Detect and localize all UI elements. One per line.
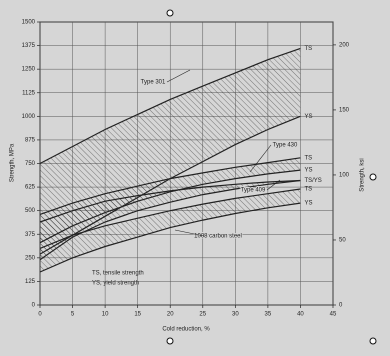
y-tick-label: 125: [25, 279, 36, 285]
y-tick-label: 1000: [22, 114, 36, 120]
x-tick-label: 45: [330, 312, 337, 318]
series-label: Type 430: [273, 143, 298, 149]
label-leader: [174, 229, 205, 237]
band-hatch: [40, 157, 301, 243]
ts-line: [39, 157, 301, 215]
end-label: TS: [304, 187, 312, 193]
x-tick-label: 40: [297, 312, 304, 318]
x-tick-label: 25: [199, 312, 206, 318]
y-tick-label: 375: [25, 232, 36, 238]
y-tick-label: 500: [25, 208, 36, 214]
series-label: Type 409: [241, 188, 266, 194]
x-tick-label: 35: [265, 312, 272, 318]
ts-line: [39, 179, 301, 223]
y-tick-label: 875: [25, 137, 36, 143]
selection-handles: [166, 9, 377, 345]
x-tick-label: 30: [232, 312, 239, 318]
y-tick-label: 625: [25, 185, 36, 191]
y2-tick-label: 100: [339, 173, 350, 179]
x-axis-title: Cold reduction, %: [162, 327, 210, 333]
y-axis-title: Strength, MPa: [10, 143, 16, 182]
y-tick-label: 0: [32, 303, 36, 309]
x-tick-label: 10: [102, 312, 109, 318]
x-tick-label: 15: [134, 312, 141, 318]
plot: 0125250375500625750875100011251250137515…: [22, 20, 350, 318]
x-tick-label: 5: [71, 312, 75, 318]
end-label: TS: [304, 155, 312, 161]
y2-axis-title: Strength, ksi: [360, 158, 366, 191]
label-leader: [266, 179, 281, 191]
end-label: TS/YS: [304, 178, 321, 184]
y2-tick-label: 50: [339, 238, 346, 244]
y2-tick-label: 200: [339, 42, 350, 48]
y2-tick-label: 0: [339, 303, 343, 309]
end-label: TS: [304, 46, 312, 52]
y2-tick-label: 150: [339, 107, 350, 113]
ts-line: [39, 188, 301, 249]
y-tick-label: 750: [25, 161, 36, 167]
annotation: YS, yield strength: [92, 281, 139, 287]
y-tick-label: 1250: [22, 67, 36, 73]
y-tick-label: 250: [25, 255, 36, 261]
handle[interactable]: [166, 9, 174, 17]
annotation: TS, tensile strength: [92, 271, 144, 277]
handle[interactable]: [369, 337, 377, 345]
band-hatch: [40, 189, 301, 272]
ts-line: [39, 47, 301, 165]
ys-line: [39, 202, 301, 273]
series-label: 1008 carbon steel: [194, 234, 242, 240]
y-tick-label: 1500: [22, 20, 36, 26]
end-label: YS: [304, 114, 312, 120]
y-tick-label: 1375: [22, 43, 36, 49]
end-label: YS: [304, 168, 312, 174]
y-tick-label: 1125: [22, 90, 36, 96]
handle[interactable]: [166, 337, 174, 345]
handle[interactable]: [369, 173, 377, 181]
series-label: Type 301: [141, 80, 166, 86]
label-leader: [249, 144, 272, 173]
band-hatch: [40, 180, 301, 260]
label-leader: [166, 69, 191, 83]
x-tick-label: 20: [167, 312, 174, 318]
x-tick-label: 0: [38, 312, 42, 318]
end-label: YS: [304, 201, 312, 207]
